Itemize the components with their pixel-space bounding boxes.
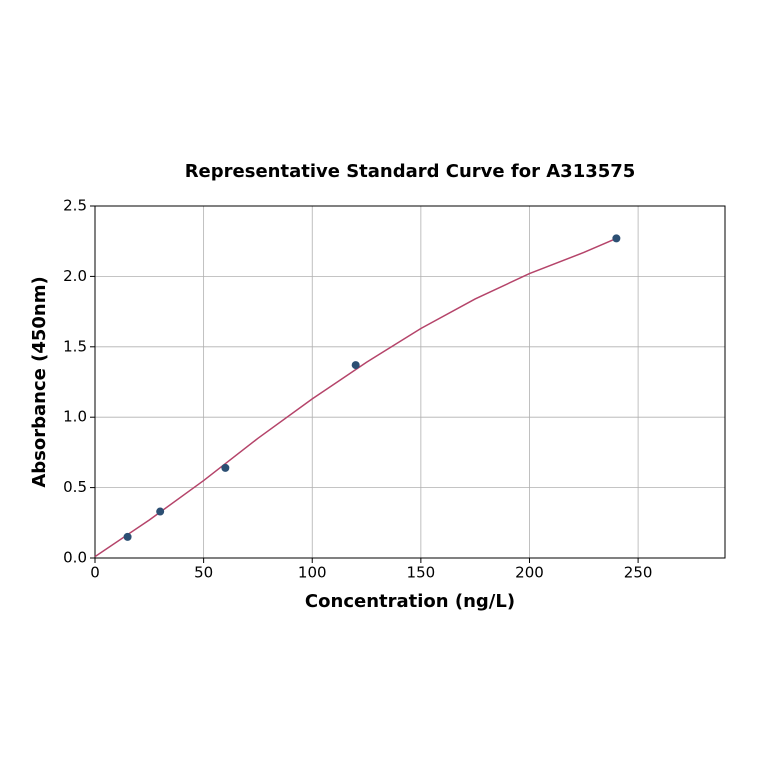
data-point (221, 463, 230, 472)
x-axis-label: Concentration (ng/L) (305, 591, 515, 612)
y-tick-label: 0.5 (63, 478, 87, 496)
y-tick-label: 1.0 (63, 408, 87, 426)
x-tick-label: 100 (298, 564, 327, 582)
y-tick-label: 0.0 (63, 549, 87, 567)
fit-curve (94, 237, 617, 558)
x-tick-label: 150 (407, 564, 436, 582)
x-tick-label: 50 (194, 564, 213, 582)
data-point (351, 361, 360, 370)
data-point (156, 507, 165, 516)
y-tick-label: 1.5 (63, 337, 87, 355)
x-tick-label: 0 (90, 564, 100, 582)
data-point (612, 234, 621, 243)
x-tick-label: 250 (624, 564, 653, 582)
y-tick-label: 2.5 (63, 197, 87, 215)
chart-title: Representative Standard Curve for A31357… (185, 161, 636, 182)
y-tick-label: 2.0 (63, 267, 87, 285)
plot-frame (94, 205, 726, 559)
data-point (123, 532, 132, 541)
x-tick-label: 200 (515, 564, 544, 582)
y-axis-label: Absorbance (450nm) (29, 276, 50, 487)
